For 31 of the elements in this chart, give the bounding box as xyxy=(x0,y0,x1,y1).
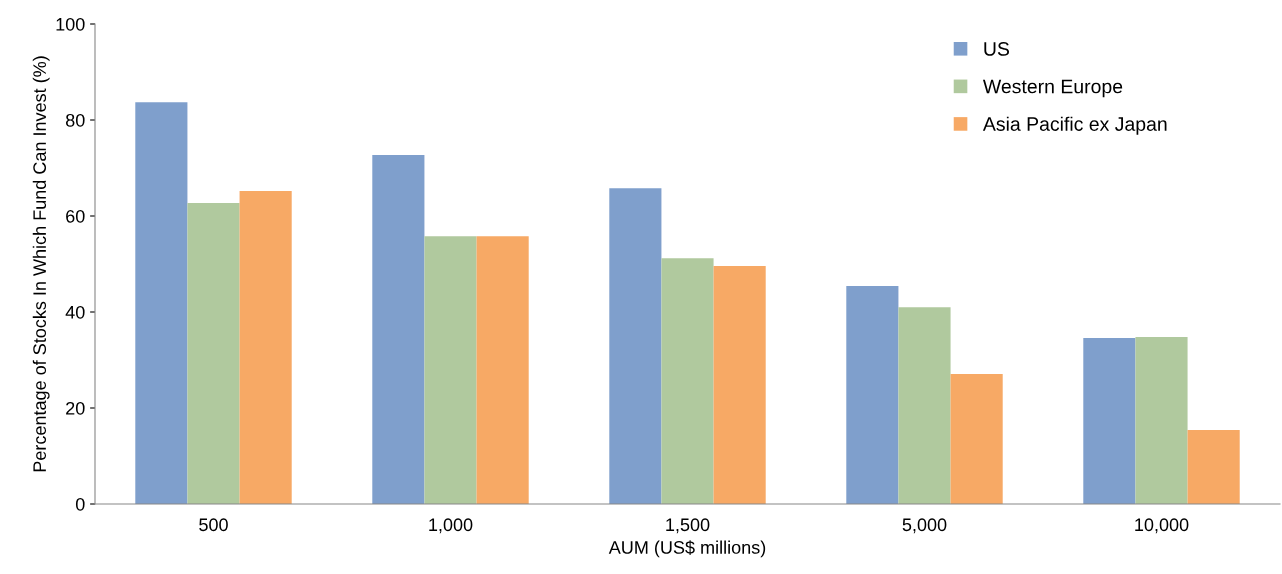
legend-label: Asia Pacific ex Japan xyxy=(982,116,1167,135)
bar xyxy=(424,236,477,504)
y-tick-label: 100 xyxy=(56,17,85,31)
legend-label: US xyxy=(984,42,1010,56)
y-tick-label: 80 xyxy=(65,113,85,127)
bar xyxy=(661,258,714,504)
y-tick-label: 40 xyxy=(65,305,85,319)
bar xyxy=(713,265,766,504)
bar xyxy=(1083,337,1136,504)
y-tick-label: 0 xyxy=(75,497,85,511)
bar xyxy=(135,102,188,504)
bar xyxy=(239,191,292,504)
x-tick-label: 1,500 xyxy=(666,518,710,534)
y-tick-label: 20 xyxy=(66,401,85,415)
bar xyxy=(1135,336,1188,504)
bar xyxy=(898,307,951,504)
x-tick-label: 5,000 xyxy=(902,518,947,534)
x-tick-label: 10,000 xyxy=(1135,518,1189,534)
x-tick-label: 500 xyxy=(199,518,228,532)
y-tick-label: 60 xyxy=(66,209,85,223)
bar xyxy=(950,373,1003,504)
bar xyxy=(609,188,662,504)
bar xyxy=(187,203,240,504)
x-axis-title: AUM (US$ millions) xyxy=(608,540,766,558)
bar xyxy=(846,286,899,504)
bar xyxy=(372,155,425,504)
bar xyxy=(476,236,529,504)
y-axis-title: Percentage of Stocks In Which Fund Can Invest (%) xyxy=(32,56,50,472)
bar xyxy=(1187,430,1240,504)
x-tick-label: 1,000 xyxy=(429,518,473,534)
legend-label: Western Europe xyxy=(982,79,1123,98)
